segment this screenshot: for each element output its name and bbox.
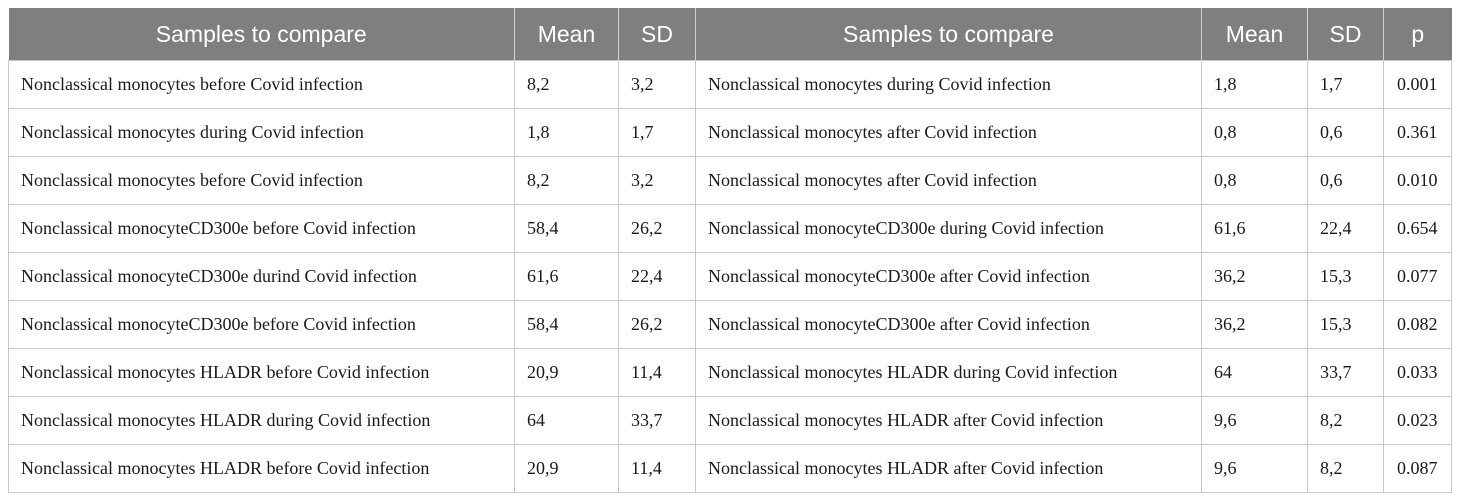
sd-b-cell: 1,7	[1307, 60, 1384, 109]
sample-b-cell: Nonclassical monocyteCD300e after Covid …	[695, 300, 1202, 349]
mean-b-cell: 64	[1201, 348, 1308, 397]
comparison-table: Samples to compare Mean SD Samples to co…	[8, 8, 1452, 493]
mean-a-cell: 20,9	[514, 348, 619, 397]
p-value-cell: 0.087	[1383, 444, 1452, 493]
sample-b-cell: Nonclassical monocytes after Covid infec…	[695, 108, 1202, 157]
sample-a-cell: Nonclassical monocyteCD300e before Covid…	[8, 300, 515, 349]
table-row: Nonclassical monocytes HLADR before Covi…	[8, 444, 1452, 493]
p-value-cell: 0.023	[1383, 396, 1452, 445]
header-sd-a: SD	[618, 8, 696, 61]
sample-a-cell: Nonclassical monocyteCD300e durind Covid…	[8, 252, 515, 301]
mean-a-cell: 58,4	[514, 300, 619, 349]
comparison-table-container: Samples to compare Mean SD Samples to co…	[8, 8, 1452, 493]
sd-a-cell: 1,7	[618, 108, 696, 157]
mean-b-cell: 9,6	[1201, 396, 1308, 445]
sample-b-cell: Nonclassical monocytes HLADR after Covid…	[695, 444, 1202, 493]
header-samples-a: Samples to compare	[8, 8, 515, 61]
p-value-cell: 0.082	[1383, 300, 1452, 349]
sample-b-cell: Nonclassical monocyteCD300e during Covid…	[695, 204, 1202, 253]
header-samples-b: Samples to compare	[695, 8, 1202, 61]
sample-b-cell: Nonclassical monocytes HLADR after Covid…	[695, 396, 1202, 445]
sd-b-cell: 0,6	[1307, 156, 1384, 205]
sample-a-cell: Nonclassical monocytes HLADR before Covi…	[8, 444, 515, 493]
mean-b-cell: 0,8	[1201, 108, 1308, 157]
mean-a-cell: 58,4	[514, 204, 619, 253]
table-row: Nonclassical monocytes before Covid infe…	[8, 156, 1452, 205]
sd-b-cell: 0,6	[1307, 108, 1384, 157]
sd-a-cell: 11,4	[618, 348, 696, 397]
sd-b-cell: 8,2	[1307, 444, 1384, 493]
table-body: Nonclassical monocytes before Covid infe…	[8, 60, 1452, 493]
sd-b-cell: 33,7	[1307, 348, 1384, 397]
sd-a-cell: 22,4	[618, 252, 696, 301]
table-row: Nonclassical monocyteCD300e before Covid…	[8, 204, 1452, 253]
p-value-cell: 0.010	[1383, 156, 1452, 205]
sd-a-cell: 11,4	[618, 444, 696, 493]
table-row: Nonclassical monocytes HLADR during Covi…	[8, 396, 1452, 445]
mean-b-cell: 9,6	[1201, 444, 1308, 493]
sample-b-cell: Nonclassical monocytes during Covid infe…	[695, 60, 1202, 109]
p-value-cell: 0.077	[1383, 252, 1452, 301]
sd-a-cell: 26,2	[618, 204, 696, 253]
header-row: Samples to compare Mean SD Samples to co…	[8, 8, 1452, 61]
sd-b-cell: 8,2	[1307, 396, 1384, 445]
p-value-cell: 0.033	[1383, 348, 1452, 397]
table-row: Nonclassical monocyteCD300e before Covid…	[8, 300, 1452, 349]
sample-a-cell: Nonclassical monocytes HLADR before Covi…	[8, 348, 515, 397]
sample-b-cell: Nonclassical monocytes after Covid infec…	[695, 156, 1202, 205]
mean-a-cell: 64	[514, 396, 619, 445]
sd-b-cell: 15,3	[1307, 300, 1384, 349]
sample-a-cell: Nonclassical monocytes before Covid infe…	[8, 60, 515, 109]
table-row: Nonclassical monocytes before Covid infe…	[8, 60, 1452, 109]
sd-b-cell: 15,3	[1307, 252, 1384, 301]
p-value-cell: 0.361	[1383, 108, 1452, 157]
table-row: Nonclassical monocytes during Covid infe…	[8, 108, 1452, 157]
mean-b-cell: 36,2	[1201, 300, 1308, 349]
mean-b-cell: 36,2	[1201, 252, 1308, 301]
sample-a-cell: Nonclassical monocyteCD300e before Covid…	[8, 204, 515, 253]
sample-a-cell: Nonclassical monocytes HLADR during Covi…	[8, 396, 515, 445]
mean-a-cell: 8,2	[514, 60, 619, 109]
sample-a-cell: Nonclassical monocytes during Covid infe…	[8, 108, 515, 157]
header-sd-b: SD	[1307, 8, 1384, 61]
mean-a-cell: 8,2	[514, 156, 619, 205]
sd-a-cell: 3,2	[618, 60, 696, 109]
sample-b-cell: Nonclassical monocyteCD300e after Covid …	[695, 252, 1202, 301]
mean-a-cell: 1,8	[514, 108, 619, 157]
sd-a-cell: 33,7	[618, 396, 696, 445]
sd-a-cell: 3,2	[618, 156, 696, 205]
table-row: Nonclassical monocyteCD300e durind Covid…	[8, 252, 1452, 301]
sample-b-cell: Nonclassical monocytes HLADR during Covi…	[695, 348, 1202, 397]
mean-b-cell: 1,8	[1201, 60, 1308, 109]
header-mean-b: Mean	[1201, 8, 1308, 61]
header-p: p	[1383, 8, 1452, 61]
mean-b-cell: 61,6	[1201, 204, 1308, 253]
mean-b-cell: 0,8	[1201, 156, 1308, 205]
p-value-cell: 0.001	[1383, 60, 1452, 109]
sd-a-cell: 26,2	[618, 300, 696, 349]
table-row: Nonclassical monocytes HLADR before Covi…	[8, 348, 1452, 397]
sample-a-cell: Nonclassical monocytes before Covid infe…	[8, 156, 515, 205]
p-value-cell: 0.654	[1383, 204, 1452, 253]
header-mean-a: Mean	[514, 8, 619, 61]
table-header: Samples to compare Mean SD Samples to co…	[8, 8, 1452, 61]
mean-a-cell: 61,6	[514, 252, 619, 301]
mean-a-cell: 20,9	[514, 444, 619, 493]
sd-b-cell: 22,4	[1307, 204, 1384, 253]
